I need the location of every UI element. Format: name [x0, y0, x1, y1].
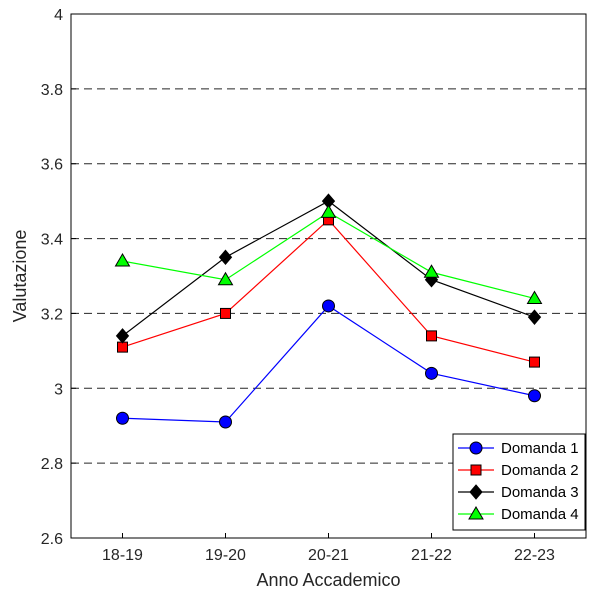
series-line [122, 305, 535, 423]
legend-item: Domanda 2 [458, 462, 579, 479]
legend-item: Domanda 1 [458, 440, 579, 457]
data-point [529, 356, 540, 368]
y-tick-label: 3.8 [41, 82, 63, 99]
y-axis-label: Valutazione [10, 230, 30, 323]
series-line [122, 219, 535, 363]
grid-lines [71, 88, 586, 464]
x-tick-label: 20-21 [308, 547, 349, 564]
series-4 [114, 204, 543, 304]
data-point [320, 204, 337, 218]
y-tick-label: 4 [54, 7, 63, 24]
data-point [425, 366, 438, 380]
legend-item: Domanda 3 [458, 484, 579, 501]
y-tick-label: 3.2 [41, 306, 63, 323]
data-point [528, 389, 541, 403]
data-point [426, 330, 437, 342]
x-tick-label: 19-20 [205, 547, 246, 564]
data-point [217, 271, 234, 286]
legend-label: Domanda 4 [501, 506, 579, 523]
legend-label: Domanda 1 [501, 440, 579, 457]
legend-marker [469, 441, 483, 455]
y-tick-label: 2.6 [41, 531, 63, 548]
x-tick-label: 22-23 [514, 547, 555, 564]
y-tick-label: 3 [54, 381, 63, 398]
data-point [322, 299, 335, 313]
series [114, 193, 543, 429]
data-point [116, 411, 129, 425]
y-tick-labels: 2.6 2.8 3 3.2 3.4 3.6 3.8 4 [41, 7, 76, 548]
data-point [218, 249, 233, 266]
legend-marker [468, 506, 484, 520]
y-tick-label: 3.6 [41, 157, 63, 174]
data-point [423, 264, 440, 278]
x-axis-label: Anno Accademico [256, 570, 400, 590]
legend-marker [470, 464, 482, 476]
y-tick-label: 3.4 [41, 232, 63, 249]
data-point [220, 307, 231, 319]
data-point [115, 328, 130, 344]
data-point [219, 415, 232, 429]
series-1 [116, 299, 541, 429]
x-tick-label: 18-19 [102, 547, 143, 564]
legend: Domanda 1 Domanda 2 Domanda 3 Domanda 4 [452, 433, 586, 531]
data-point [526, 290, 543, 304]
legend-label: Domanda 3 [501, 484, 579, 501]
legend-item: Domanda 4 [458, 506, 579, 523]
x-tick-label: 21-22 [411, 547, 452, 564]
y-tick-label: 2.8 [41, 456, 63, 473]
legend-marker [469, 484, 483, 500]
x-tick-labels: 18-19 19-20 20-21 21-22 22-23 [102, 533, 555, 564]
data-point [114, 253, 131, 267]
legend-label: Domanda 2 [501, 462, 579, 479]
data-point [527, 309, 542, 325]
series-2 [117, 214, 540, 368]
